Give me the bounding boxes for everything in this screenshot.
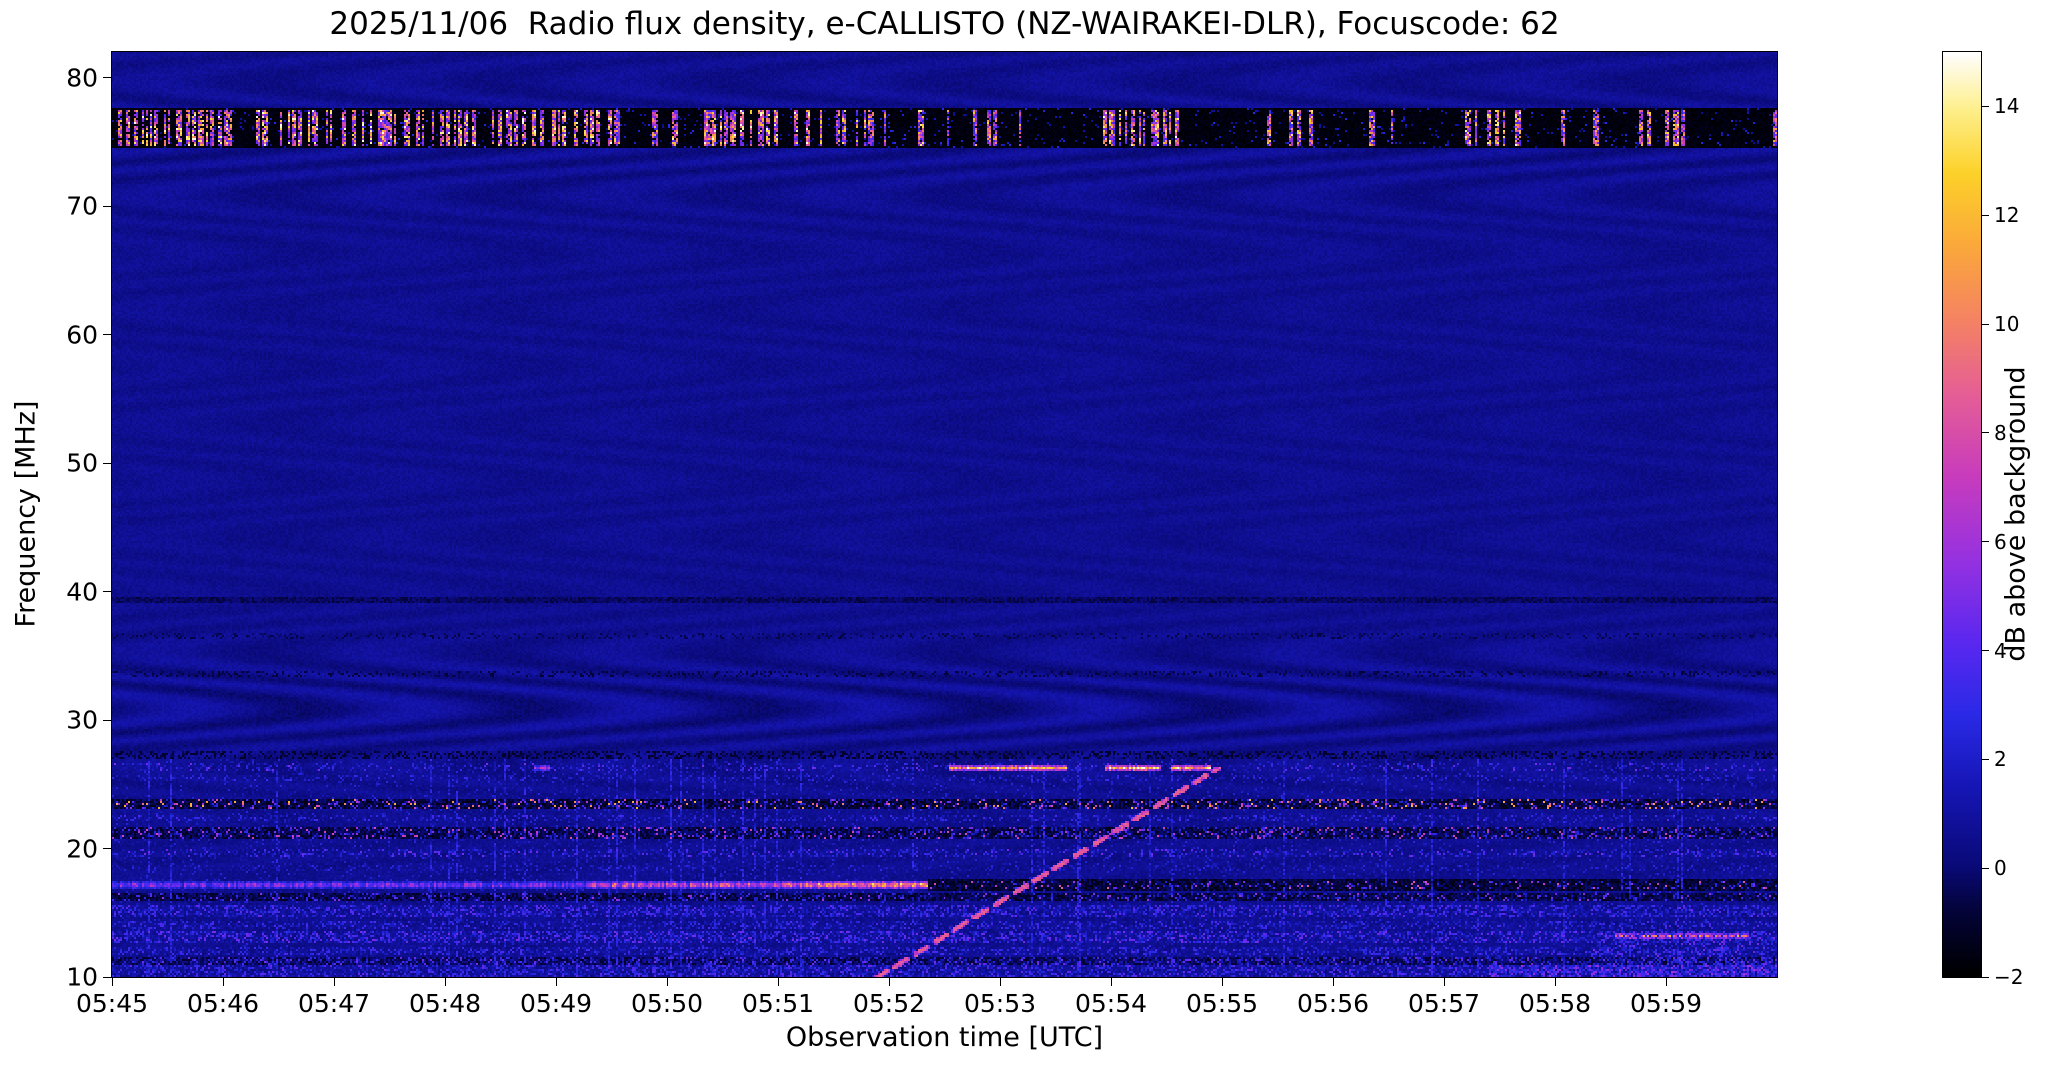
y-tick-mark [103,719,112,721]
y-tick-label: 80 [66,63,98,93]
spectrogram-canvas [112,52,1777,977]
y-tick-mark [103,77,112,79]
colorbar-tick-mark [1982,105,1989,107]
x-axis-label: Observation time [UTC] [785,1022,1104,1053]
colorbar-tick-mark [1982,758,1989,760]
colorbar-tick-label: 10 [1994,312,2020,337]
colorbar-tick-mark [1982,541,1989,543]
colorbar-tick-label: 2 [1994,747,2007,772]
y-tick-mark [103,591,112,593]
colorbar [1943,52,1981,977]
colorbar-tick-mark [1982,214,1989,216]
x-tick-mark [333,977,335,986]
y-tick-label: 10 [66,962,98,992]
x-tick-label: 05:57 [1407,989,1481,1018]
x-tick-mark [999,977,1001,986]
x-tick-label: 05:50 [630,989,704,1018]
x-tick-mark [1110,977,1112,986]
y-tick-mark [103,205,112,207]
x-tick-label: 05:46 [186,989,260,1018]
x-tick-mark [777,977,779,986]
y-tick-mark [103,848,112,850]
x-tick-mark [666,977,668,986]
x-tick-mark [222,977,224,986]
colorbar-tick-mark [1982,976,1989,978]
colorbar-tick-label: −2 [1994,965,2024,989]
colorbar-tick-label: 14 [1994,94,2020,119]
x-tick-mark [1443,977,1445,986]
colorbar-gradient [1943,52,1981,977]
x-tick-label: 05:59 [1629,989,1703,1018]
x-tick-mark [555,977,557,986]
y-tick-mark [103,976,112,978]
colorbar-tick-mark [1982,867,1989,869]
y-tick-label: 30 [66,705,98,735]
x-tick-mark [1665,977,1667,986]
y-axis-label: Frequency [MHz] [10,400,42,628]
x-tick-label: 05:47 [297,989,371,1018]
colorbar-tick-label: 0 [1994,856,2007,881]
colorbar-tick-mark [1982,432,1989,434]
x-tick-label: 05:45 [75,989,149,1018]
x-tick-mark [111,977,113,986]
y-tick-label: 60 [66,320,98,350]
x-tick-mark [888,977,890,986]
y-tick-mark [103,334,112,336]
plot-frame [112,52,1777,977]
colorbar-label: dB above background [2000,366,2032,662]
x-tick-label: 05:58 [1518,989,1592,1018]
y-tick-label: 20 [66,834,98,864]
x-tick-label: 05:56 [1296,989,1370,1018]
x-tick-mark [1332,977,1334,986]
colorbar-tick-mark [1982,323,1989,325]
x-tick-mark [1554,977,1556,986]
y-tick-label: 70 [66,191,98,221]
x-tick-label: 05:52 [852,989,926,1018]
y-tick-mark [103,462,112,464]
x-tick-label: 05:49 [519,989,593,1018]
x-tick-mark [1221,977,1223,986]
x-tick-label: 05:55 [1185,989,1259,1018]
x-tick-mark [444,977,446,986]
x-tick-label: 05:54 [1074,989,1148,1018]
x-tick-label: 05:53 [963,989,1037,1018]
chart-title: 2025/11/06 Radio flux density, e-CALLIST… [329,6,1560,42]
colorbar-tick-label: 12 [1994,203,2020,228]
x-tick-label: 05:48 [408,989,482,1018]
colorbar-tick-mark [1982,650,1989,652]
x-tick-label: 05:51 [741,989,815,1018]
